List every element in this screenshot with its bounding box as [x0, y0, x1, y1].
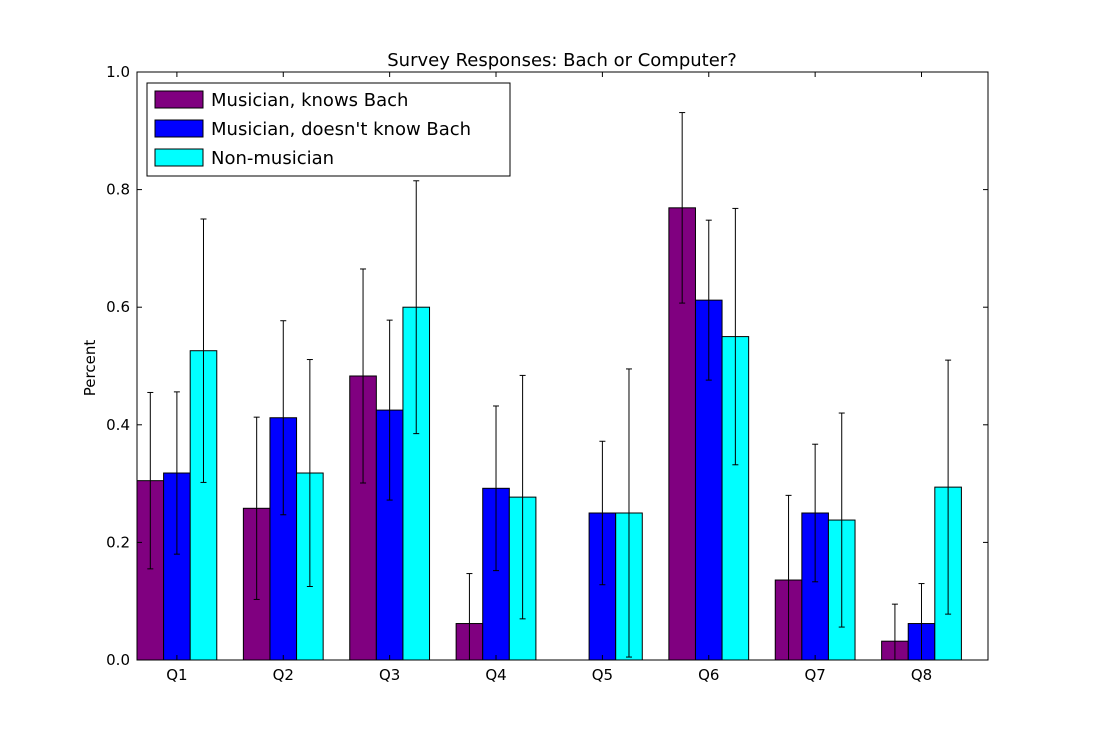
y-axis-label: Percent — [81, 340, 99, 397]
x-tick-label-q1: Q1 — [166, 666, 187, 684]
legend-label-series-2: Musician, doesn't know Bach — [211, 119, 471, 140]
x-tick-label-q5: Q5 — [592, 666, 613, 684]
y-tick-label: 0.6 — [106, 298, 130, 316]
x-tick-label-q7: Q7 — [804, 666, 825, 684]
legend-swatch-series-3 — [154, 148, 204, 167]
legend-swatch-series-2 — [154, 119, 204, 138]
ticks-layer: 0.0 0.2 0.4 0.6 0.8 1.0 Q1 Q2 Q3 Q4 Q5 Q6 Q7 Q8 — [106, 63, 988, 684]
x-tick-label-q8: Q8 — [911, 666, 932, 684]
legend-label-series-3: Non-musician — [211, 148, 334, 169]
x-tick-label-q2: Q2 — [273, 666, 294, 684]
y-tick-label: 0.8 — [106, 181, 130, 199]
x-tick-label-q4: Q4 — [485, 666, 506, 684]
y-tick-label: 0.4 — [106, 416, 130, 434]
y-tick-label: 0.2 — [106, 533, 130, 551]
plot-frame — [136, 71, 989, 661]
legend-swatch-series-1 — [154, 90, 204, 109]
x-tick-label-q6: Q6 — [698, 666, 719, 684]
chart-title: Survey Responses: Bach or Computer? — [387, 50, 737, 71]
error-bars-layer — [147, 112, 952, 661]
bars-layer — [136, 207, 962, 661]
legend-box — [146, 82, 511, 177]
x-tick-label-q3: Q3 — [379, 666, 400, 684]
legend-label-series-1: Musician, knows Bach — [211, 90, 408, 111]
y-tick-label: 0.0 — [106, 651, 130, 669]
legend: Musician, knows Bach Musician, doesn't kn… — [146, 82, 511, 177]
y-tick-label: 1.0 — [106, 63, 130, 81]
